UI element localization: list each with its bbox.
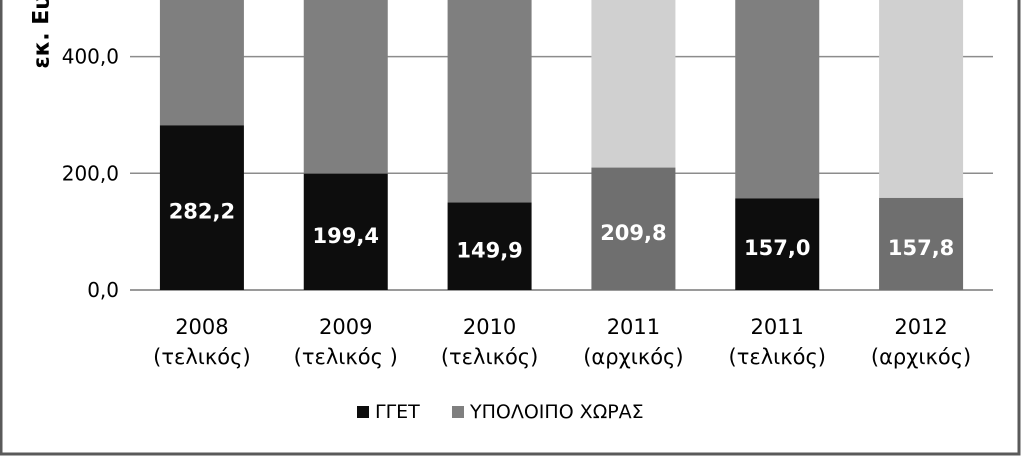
legend: ΓΓΕΤ ΥΠΟΛΟΙΠΟ ΧΩΡΑΣ bbox=[357, 401, 644, 423]
bar-segment-gget bbox=[735, 198, 820, 290]
bar-segment-gget bbox=[447, 202, 532, 290]
x-tick-label-year: 2012 bbox=[894, 315, 947, 339]
bar-data-label: 209,8 bbox=[600, 221, 666, 245]
y-axis-ticks: 0,0 200,0 400,0 bbox=[62, 45, 119, 302]
gridlines bbox=[130, 55, 993, 291]
bar-data-label: 157,0 bbox=[744, 236, 810, 260]
bar-segment-gget bbox=[303, 173, 388, 290]
x-tick-label-year: 2010 bbox=[463, 315, 516, 339]
legend-swatch bbox=[452, 406, 464, 418]
bar-data-label: 149,9 bbox=[456, 238, 522, 262]
y-tick-label: 400,0 bbox=[62, 45, 119, 69]
x-tick-label-type: (αρχικός) bbox=[583, 345, 683, 369]
bar-segment-rest bbox=[303, 0, 388, 174]
bar-segment-rest bbox=[447, 0, 532, 203]
x-tick-label-type: (τελικός) bbox=[441, 345, 538, 369]
bar-segment-gget bbox=[591, 167, 676, 290]
x-tick-label-year: 2011 bbox=[751, 315, 804, 339]
x-tick-label-type: (τελικός ) bbox=[294, 345, 398, 369]
bar-data-label: 282,2 bbox=[169, 200, 235, 224]
legend-swatch bbox=[357, 406, 369, 418]
bar-data-label: 157,8 bbox=[888, 236, 954, 260]
bar-segment-rest bbox=[735, 0, 820, 199]
bar-segment-rest bbox=[591, 0, 676, 168]
bar-data-label: 199,4 bbox=[313, 224, 379, 248]
bar-segment-gget bbox=[879, 197, 964, 290]
y-tick-label: 200,0 bbox=[62, 161, 119, 185]
x-tick-label-type: (τελικός) bbox=[729, 345, 826, 369]
bars: 282,2 199,4 149,9 209,8 157,0 157,8 bbox=[159, 0, 964, 290]
x-tick-label-type: (αρχικός) bbox=[871, 345, 971, 369]
legend-label: ΓΓΕΤ bbox=[375, 401, 420, 423]
x-tick-label-year: 2009 bbox=[319, 315, 372, 339]
y-axis-label: εκ. Ευρώ bbox=[30, 0, 55, 69]
bar-segment-rest bbox=[879, 0, 964, 198]
bar-segment-rest bbox=[159, 0, 244, 126]
x-tick-label-year: 2011 bbox=[607, 315, 660, 339]
x-tick-label-year: 2008 bbox=[175, 315, 228, 339]
x-axis-ticks: 2008 (τελικός) 2009 (τελικός ) 2010 (τελικός)… bbox=[153, 315, 971, 369]
x-tick-label-type: (τελικός) bbox=[153, 345, 250, 369]
y-tick-label: 0,0 bbox=[87, 278, 119, 302]
legend-label: ΥΠΟΛΟΙΠΟ ΧΩΡΑΣ bbox=[469, 401, 644, 423]
bar-segment-gget bbox=[159, 125, 244, 290]
